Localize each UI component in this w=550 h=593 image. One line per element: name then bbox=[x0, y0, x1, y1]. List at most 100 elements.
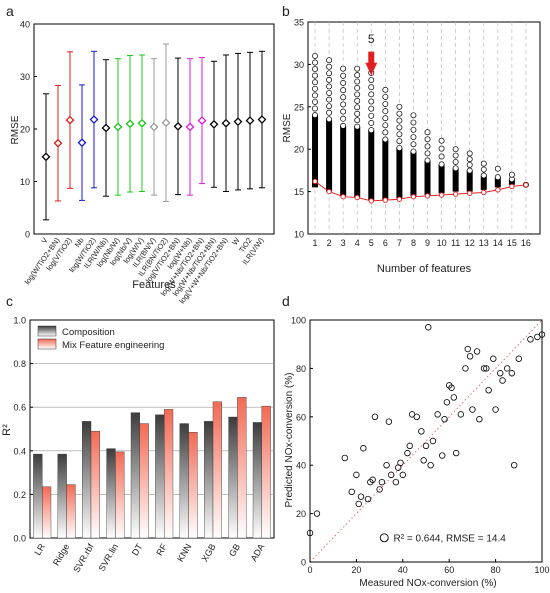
panel-d-point bbox=[515, 355, 522, 362]
panel-a-mean-marker bbox=[53, 138, 63, 148]
panel-d-point bbox=[397, 459, 404, 466]
panel-b-xtick-label: 12 bbox=[465, 238, 475, 248]
panel-b-xlabel: Number of features bbox=[377, 263, 472, 275]
panel-b-point bbox=[312, 112, 318, 119]
panel-d-ytick-label: 80 bbox=[296, 364, 306, 374]
panel-a-ytick-label: 10 bbox=[20, 177, 30, 187]
panel-b-xtick-label: 4 bbox=[355, 238, 360, 248]
panel-b-point bbox=[368, 127, 375, 134]
panel-c-bar bbox=[106, 448, 116, 539]
panel-b-dense-band bbox=[452, 168, 459, 192]
panel-b-xtick-label: 13 bbox=[479, 238, 489, 248]
panel-b-point bbox=[326, 116, 333, 123]
panel-d-legend-marker bbox=[379, 533, 389, 543]
panel-b-point bbox=[368, 77, 375, 83]
panel-c-bar bbox=[237, 397, 247, 539]
panel-b-ytick-label: 25 bbox=[294, 102, 304, 112]
panel-b-point bbox=[326, 90, 333, 96]
panel-b-point bbox=[312, 72, 318, 79]
panel-a-xtick-label: W bbox=[230, 235, 242, 247]
panel-d-point bbox=[413, 413, 420, 420]
panel-a-mean-marker bbox=[41, 152, 51, 162]
panel-b-point bbox=[354, 117, 361, 124]
panel-a-ytick-label: 40 bbox=[20, 20, 30, 30]
panel-d-point bbox=[376, 486, 383, 493]
panel-d-point bbox=[404, 449, 411, 457]
panel-b-xtick-label: 14 bbox=[493, 238, 503, 248]
panel-a-mean-marker bbox=[221, 118, 231, 128]
panel-d-point bbox=[341, 454, 348, 462]
panel-d-point bbox=[483, 365, 490, 372]
panel-b-point bbox=[326, 76, 333, 83]
panel-b-min-point bbox=[438, 192, 445, 198]
panel-b-point bbox=[354, 91, 361, 98]
panel-b-point bbox=[438, 145, 445, 152]
panel-c-legend-swatch bbox=[37, 325, 57, 337]
panel-d-point bbox=[464, 345, 471, 353]
panel-d-frame bbox=[309, 319, 543, 563]
panel-b-min-point bbox=[354, 194, 360, 201]
panel-b-min-point bbox=[410, 194, 417, 200]
panel-c-legend-label: Composition bbox=[62, 327, 115, 338]
panel-c-bar bbox=[212, 401, 222, 539]
panel-c-bar bbox=[90, 430, 100, 539]
panel-b-min-point bbox=[424, 193, 431, 199]
panel-c-ytick-label: 0.4 bbox=[13, 446, 26, 456]
panel-b-min-point bbox=[326, 188, 332, 195]
panel-label-d: d bbox=[282, 293, 290, 309]
panel-a-ytick-label: 30 bbox=[20, 72, 30, 82]
panel-b-point bbox=[480, 160, 487, 167]
panel-b-point bbox=[480, 166, 487, 173]
panel-b-point bbox=[382, 101, 389, 107]
panel-b-point bbox=[312, 66, 318, 73]
panel-b-point bbox=[410, 119, 417, 126]
panel-c-ytick-label: 0.2 bbox=[13, 490, 26, 500]
panel-b-point bbox=[452, 146, 459, 153]
panel-c-bar bbox=[188, 432, 198, 539]
panel-c-ytick-label: 0.8 bbox=[13, 359, 26, 369]
panel-d: 0 20 40 60 80 100 0 20 40 60 80 100 R² = 0.644, RMSE… bbox=[291, 316, 550, 576]
panel-c-bar bbox=[42, 486, 52, 539]
panel-a-mean-marker bbox=[233, 117, 243, 127]
panel-d-point bbox=[406, 442, 413, 450]
panel-b-point bbox=[410, 126, 417, 133]
panel-b-point bbox=[312, 85, 318, 92]
panel-b-point bbox=[438, 153, 445, 160]
panel-c-bar bbox=[82, 421, 92, 539]
panel-b-point bbox=[382, 93, 389, 100]
panel-b-ytick-label: 10 bbox=[294, 230, 304, 240]
panel-b-point bbox=[410, 112, 417, 119]
panel-c-bar bbox=[139, 423, 149, 539]
panel-b-point bbox=[368, 112, 375, 119]
panel-b-point bbox=[410, 134, 417, 140]
panel-b-point bbox=[354, 78, 361, 85]
panel-b-dense-band bbox=[312, 115, 319, 188]
panel-b-point bbox=[312, 79, 318, 86]
panel-b-xtick-label: 8 bbox=[411, 238, 416, 248]
panel-d-point bbox=[434, 411, 441, 418]
panel-b-dense-band bbox=[410, 151, 417, 196]
panel-d-point bbox=[429, 437, 437, 445]
panel-label-c: c bbox=[6, 293, 13, 309]
panel-b-point bbox=[326, 70, 333, 77]
panel-b-point bbox=[396, 138, 403, 145]
panel-a-mean-marker bbox=[125, 119, 135, 129]
panel-b-min-point bbox=[382, 197, 388, 203]
panel-d-xtick-label: 60 bbox=[444, 565, 454, 575]
panel-d-point bbox=[422, 442, 430, 450]
panel-c-xtick-label: SVR.lin bbox=[96, 542, 120, 573]
panel-a-mean-marker bbox=[209, 119, 219, 129]
panel-b-xtick-label: 1 bbox=[313, 238, 318, 248]
panel-b-point bbox=[354, 85, 361, 91]
panel-b-xtick-label: 2 bbox=[327, 238, 332, 248]
panel-b-point bbox=[340, 79, 347, 86]
panel-b-point bbox=[326, 83, 333, 90]
panel-b-point bbox=[466, 161, 473, 168]
panel-b-point bbox=[340, 101, 347, 108]
panel-d-point bbox=[492, 406, 499, 413]
panel-b-min-point bbox=[523, 182, 529, 188]
panel-c-bar bbox=[33, 453, 43, 539]
panel-d-point bbox=[383, 462, 390, 469]
panel-a-mean-marker bbox=[149, 122, 159, 132]
panel-b-point bbox=[424, 150, 431, 157]
